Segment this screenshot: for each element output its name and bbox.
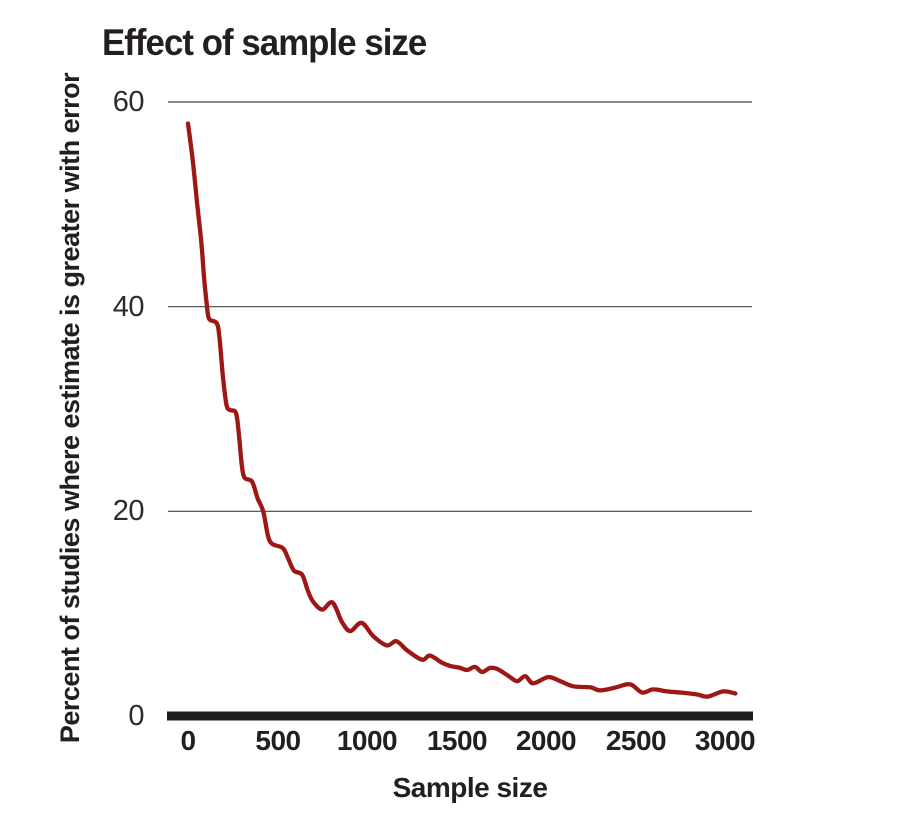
- x-tick-label-1000: 1000: [336, 725, 398, 756]
- x-tick-label-3000: 3000: [694, 725, 756, 756]
- x-tick-label-500: 500: [255, 725, 301, 756]
- y-tick-label-60: 60: [112, 86, 145, 118]
- x-tick-label-1500: 1500: [426, 725, 488, 756]
- x-tick-label-0: 0: [180, 725, 196, 756]
- chart-title: Effect of sample size: [102, 22, 427, 63]
- y-tick-label-40: 40: [112, 291, 145, 323]
- data-line-percent-with-error: [185, 121, 738, 699]
- x-tick-label-2500: 2500: [605, 725, 667, 756]
- y-tick-label-0: 0: [128, 700, 144, 732]
- y-tick-label-20: 20: [112, 495, 145, 527]
- x-axis-title: Sample size: [392, 772, 548, 803]
- x-tick-label-2000: 2000: [515, 725, 577, 756]
